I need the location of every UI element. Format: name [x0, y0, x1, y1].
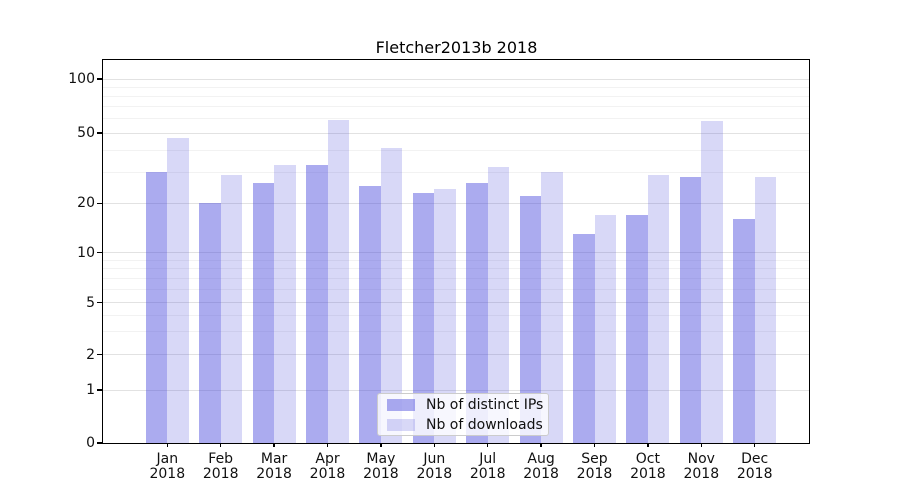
xtick-label-may: May 2018 — [363, 451, 399, 482]
xtick-label-feb: Feb 2018 — [202, 451, 239, 482]
ytick-label-1: 1 — [86, 382, 95, 398]
xtick-mark-may — [380, 443, 382, 447]
legend-label-downloads: Nb of downloads — [426, 416, 543, 433]
ytick-mark-0 — [97, 442, 102, 444]
bar-downloads-dec — [754, 177, 777, 443]
xtick-label-jul: Jul 2018 — [469, 451, 506, 482]
minor-gridline — [103, 314, 809, 316]
xtick-mark-oct — [647, 443, 649, 447]
bar-downloads-jun — [434, 189, 456, 443]
bar-distinct-ips-jun — [412, 192, 435, 443]
bar-downloads-nov — [701, 121, 723, 443]
ytick-mark-2 — [97, 354, 102, 356]
xtick-label-jun: Jun 2018 — [416, 451, 453, 482]
bar-distinct-ips-jan — [145, 172, 168, 443]
xtick-mark-jul — [487, 443, 489, 447]
minor-gridline — [103, 171, 809, 173]
minor-gridline — [103, 268, 809, 270]
xtick-label-apr: Apr 2018 — [309, 451, 346, 482]
xtick-mark-jun — [433, 443, 435, 447]
ytick-mark-1 — [97, 389, 102, 391]
xtick-label-sep: Sep 2018 — [576, 451, 613, 482]
xtick-label-oct: Oct 2018 — [630, 451, 666, 482]
major-gridline — [103, 202, 809, 204]
xtick-label-nov: Nov 2018 — [683, 451, 720, 482]
bar-distinct-ips-aug — [519, 195, 542, 443]
legend-label-distinct-ips: Nb of distinct IPs — [426, 396, 544, 413]
bar-downloads-aug — [541, 172, 563, 443]
xtick-mark-sep — [593, 443, 596, 447]
xtick-mark-nov — [700, 443, 702, 447]
minor-gridline — [103, 118, 809, 120]
minor-gridline — [103, 106, 809, 108]
chart-title: Fletcher2013b 2018 — [375, 38, 538, 57]
minor-gridline — [103, 259, 809, 261]
bar-downloads-mar — [274, 164, 296, 443]
major-gridline — [103, 354, 809, 356]
legend: Nb of distinct IPs Nb of downloads — [377, 393, 549, 436]
ytick-mark-5 — [97, 302, 102, 304]
bar-distinct-ips-may — [359, 186, 381, 443]
xtick-label-dec: Dec 2018 — [736, 451, 773, 482]
bar-downloads-jul — [487, 167, 510, 443]
xtick-label-aug: Aug 2018 — [523, 451, 559, 482]
bar-distinct-ips-sep — [573, 234, 595, 443]
xtick-mark-mar — [273, 443, 275, 447]
major-gridline — [103, 132, 809, 134]
ytick-label-5: 5 — [86, 294, 95, 311]
bar-downloads-feb — [220, 174, 243, 443]
bar-distinct-ips-oct — [626, 214, 648, 443]
major-gridline — [103, 252, 809, 254]
xtick-mark-feb — [220, 443, 222, 447]
major-gridline — [103, 302, 809, 304]
bar-distinct-ips-mar — [252, 183, 275, 443]
xtick-mark-aug — [540, 443, 542, 447]
ytick-mark-20 — [97, 202, 102, 204]
major-gridline — [103, 78, 809, 80]
legend-item-distinct-ips: Nb of distinct IPs — [378, 396, 548, 413]
bar-downloads-sep — [594, 214, 616, 443]
bar-distinct-ips-feb — [199, 203, 221, 443]
minor-gridline — [103, 149, 809, 151]
bar-downloads-jan — [167, 137, 189, 443]
legend-swatch-downloads — [387, 418, 415, 431]
ytick-label-50: 50 — [77, 125, 95, 141]
minor-gridline — [103, 86, 809, 88]
minor-gridline — [103, 95, 809, 97]
ytick-mark-10 — [97, 252, 102, 254]
xtick-mark-apr — [326, 443, 329, 447]
legend-item-downloads: Nb of downloads — [378, 416, 548, 433]
ytick-label-2: 2 — [86, 346, 95, 363]
bar-distinct-ips-apr — [306, 164, 328, 443]
bar-distinct-ips-nov — [679, 177, 702, 443]
xtick-mark-jan — [166, 443, 168, 447]
bar-downloads-apr — [327, 120, 349, 443]
major-gridline — [103, 389, 809, 391]
ytick-label-20: 20 — [77, 195, 95, 212]
ytick-mark-50 — [97, 132, 102, 134]
xtick-label-mar: Mar 2018 — [256, 451, 292, 482]
minor-gridline — [103, 289, 809, 291]
xtick-label-jan: Jan 2018 — [149, 451, 186, 482]
bar-downloads-may — [380, 148, 403, 443]
minor-gridline — [103, 277, 809, 279]
minor-gridline — [103, 331, 809, 333]
ytick-label-0: 0 — [86, 435, 95, 451]
bar-distinct-ips-dec — [733, 219, 755, 443]
xtick-mark-dec — [754, 443, 756, 447]
legend-swatch-distinct-ips — [387, 398, 415, 411]
bar-downloads-oct — [647, 174, 670, 443]
ytick-label-10: 10 — [77, 244, 95, 261]
ytick-label-100: 100 — [68, 71, 95, 87]
ytick-mark-100 — [97, 78, 102, 80]
bar-distinct-ips-jul — [466, 183, 488, 443]
